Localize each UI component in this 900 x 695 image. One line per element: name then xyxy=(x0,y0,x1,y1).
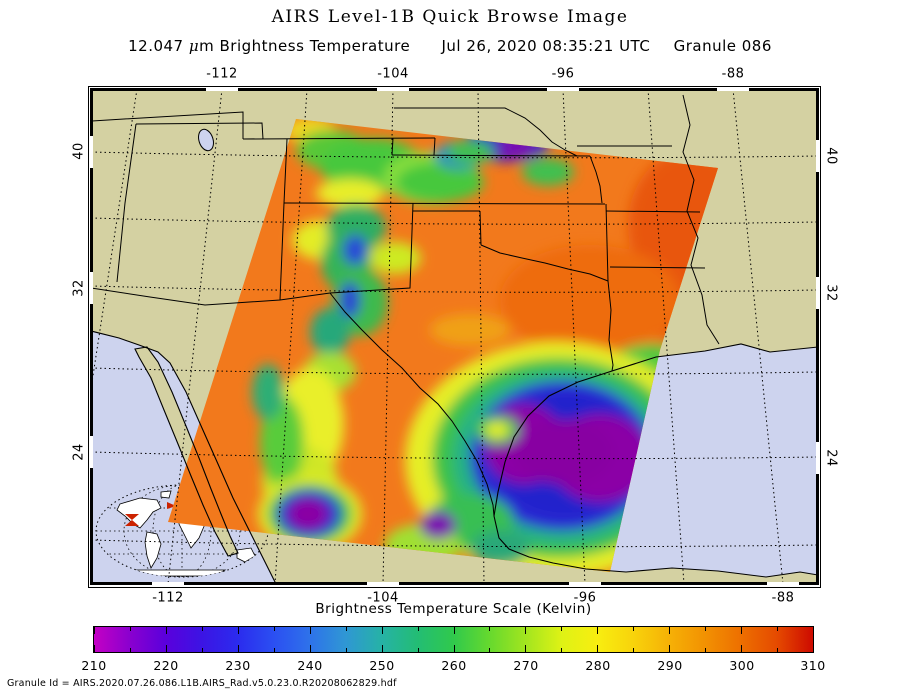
lat-label-left-1: 40 xyxy=(71,142,87,160)
colorbar-tick-label: 210 xyxy=(81,658,107,673)
lat-label-right-3: 24 xyxy=(823,449,839,467)
land-layer xyxy=(92,90,818,583)
granule-id-text: Granule Id = AIRS.2020.07.26.086.L1B.AIR… xyxy=(7,678,397,689)
colorbar-tick-label: 300 xyxy=(729,658,755,673)
colorbar-title: Brightness Temperature Scale (Kelvin) xyxy=(315,601,592,617)
colorbar-tick-label: 230 xyxy=(225,658,251,673)
lon-label-top-3: -96 xyxy=(551,66,575,82)
colorbar-tick-label: 250 xyxy=(369,658,395,673)
colorbar xyxy=(93,626,814,653)
datetime-label: Jul 26, 2020 08:35:21 UTC xyxy=(441,37,651,55)
subtitle: 12.047 μm Brightness Temperature Jul 26,… xyxy=(0,37,900,55)
neatline-tick-notches xyxy=(90,88,819,585)
lat-label-left-2: 32 xyxy=(71,279,87,297)
colorbar-tick-label: 310 xyxy=(800,658,826,673)
lon-label-top-4: -88 xyxy=(721,66,745,82)
neatline xyxy=(88,86,821,588)
lon-label-bottom-1: -112 xyxy=(152,590,184,606)
great-salt-lake xyxy=(198,128,214,152)
granule-label: Granule 086 xyxy=(673,37,772,55)
wavelength-value: 12.047 xyxy=(128,37,184,55)
lat-label-left-3: 24 xyxy=(71,443,87,461)
lon-label-bottom-3: -96 xyxy=(573,590,597,606)
lat-label-right-2: 32 xyxy=(823,284,839,302)
lon-label-top-2: -104 xyxy=(377,66,409,82)
colorbar-tick-label: 280 xyxy=(585,658,611,673)
product-label: m Brightness Temperature xyxy=(199,37,411,55)
colorbar-tick-label: 270 xyxy=(513,658,539,673)
graticule xyxy=(92,90,818,583)
lon-label-bottom-2: -104 xyxy=(367,590,399,606)
colorbar-tick-label: 260 xyxy=(441,658,467,673)
map-canvas xyxy=(92,90,818,583)
lon-label-bottom-4: -88 xyxy=(771,590,795,606)
lat-label-right-1: 40 xyxy=(823,147,839,165)
colorbar-tick-label: 240 xyxy=(297,658,323,673)
granule-location-marker xyxy=(125,502,176,526)
lon-label-top-1: -112 xyxy=(206,66,238,82)
colorbar-tick-label: 290 xyxy=(657,658,683,673)
micron-symbol: μ xyxy=(188,37,200,55)
page-title: AIRS Level-1B Quick Browse Image xyxy=(271,7,629,27)
state-boundaries xyxy=(92,94,720,517)
colorbar-tick-label: 220 xyxy=(153,658,179,673)
